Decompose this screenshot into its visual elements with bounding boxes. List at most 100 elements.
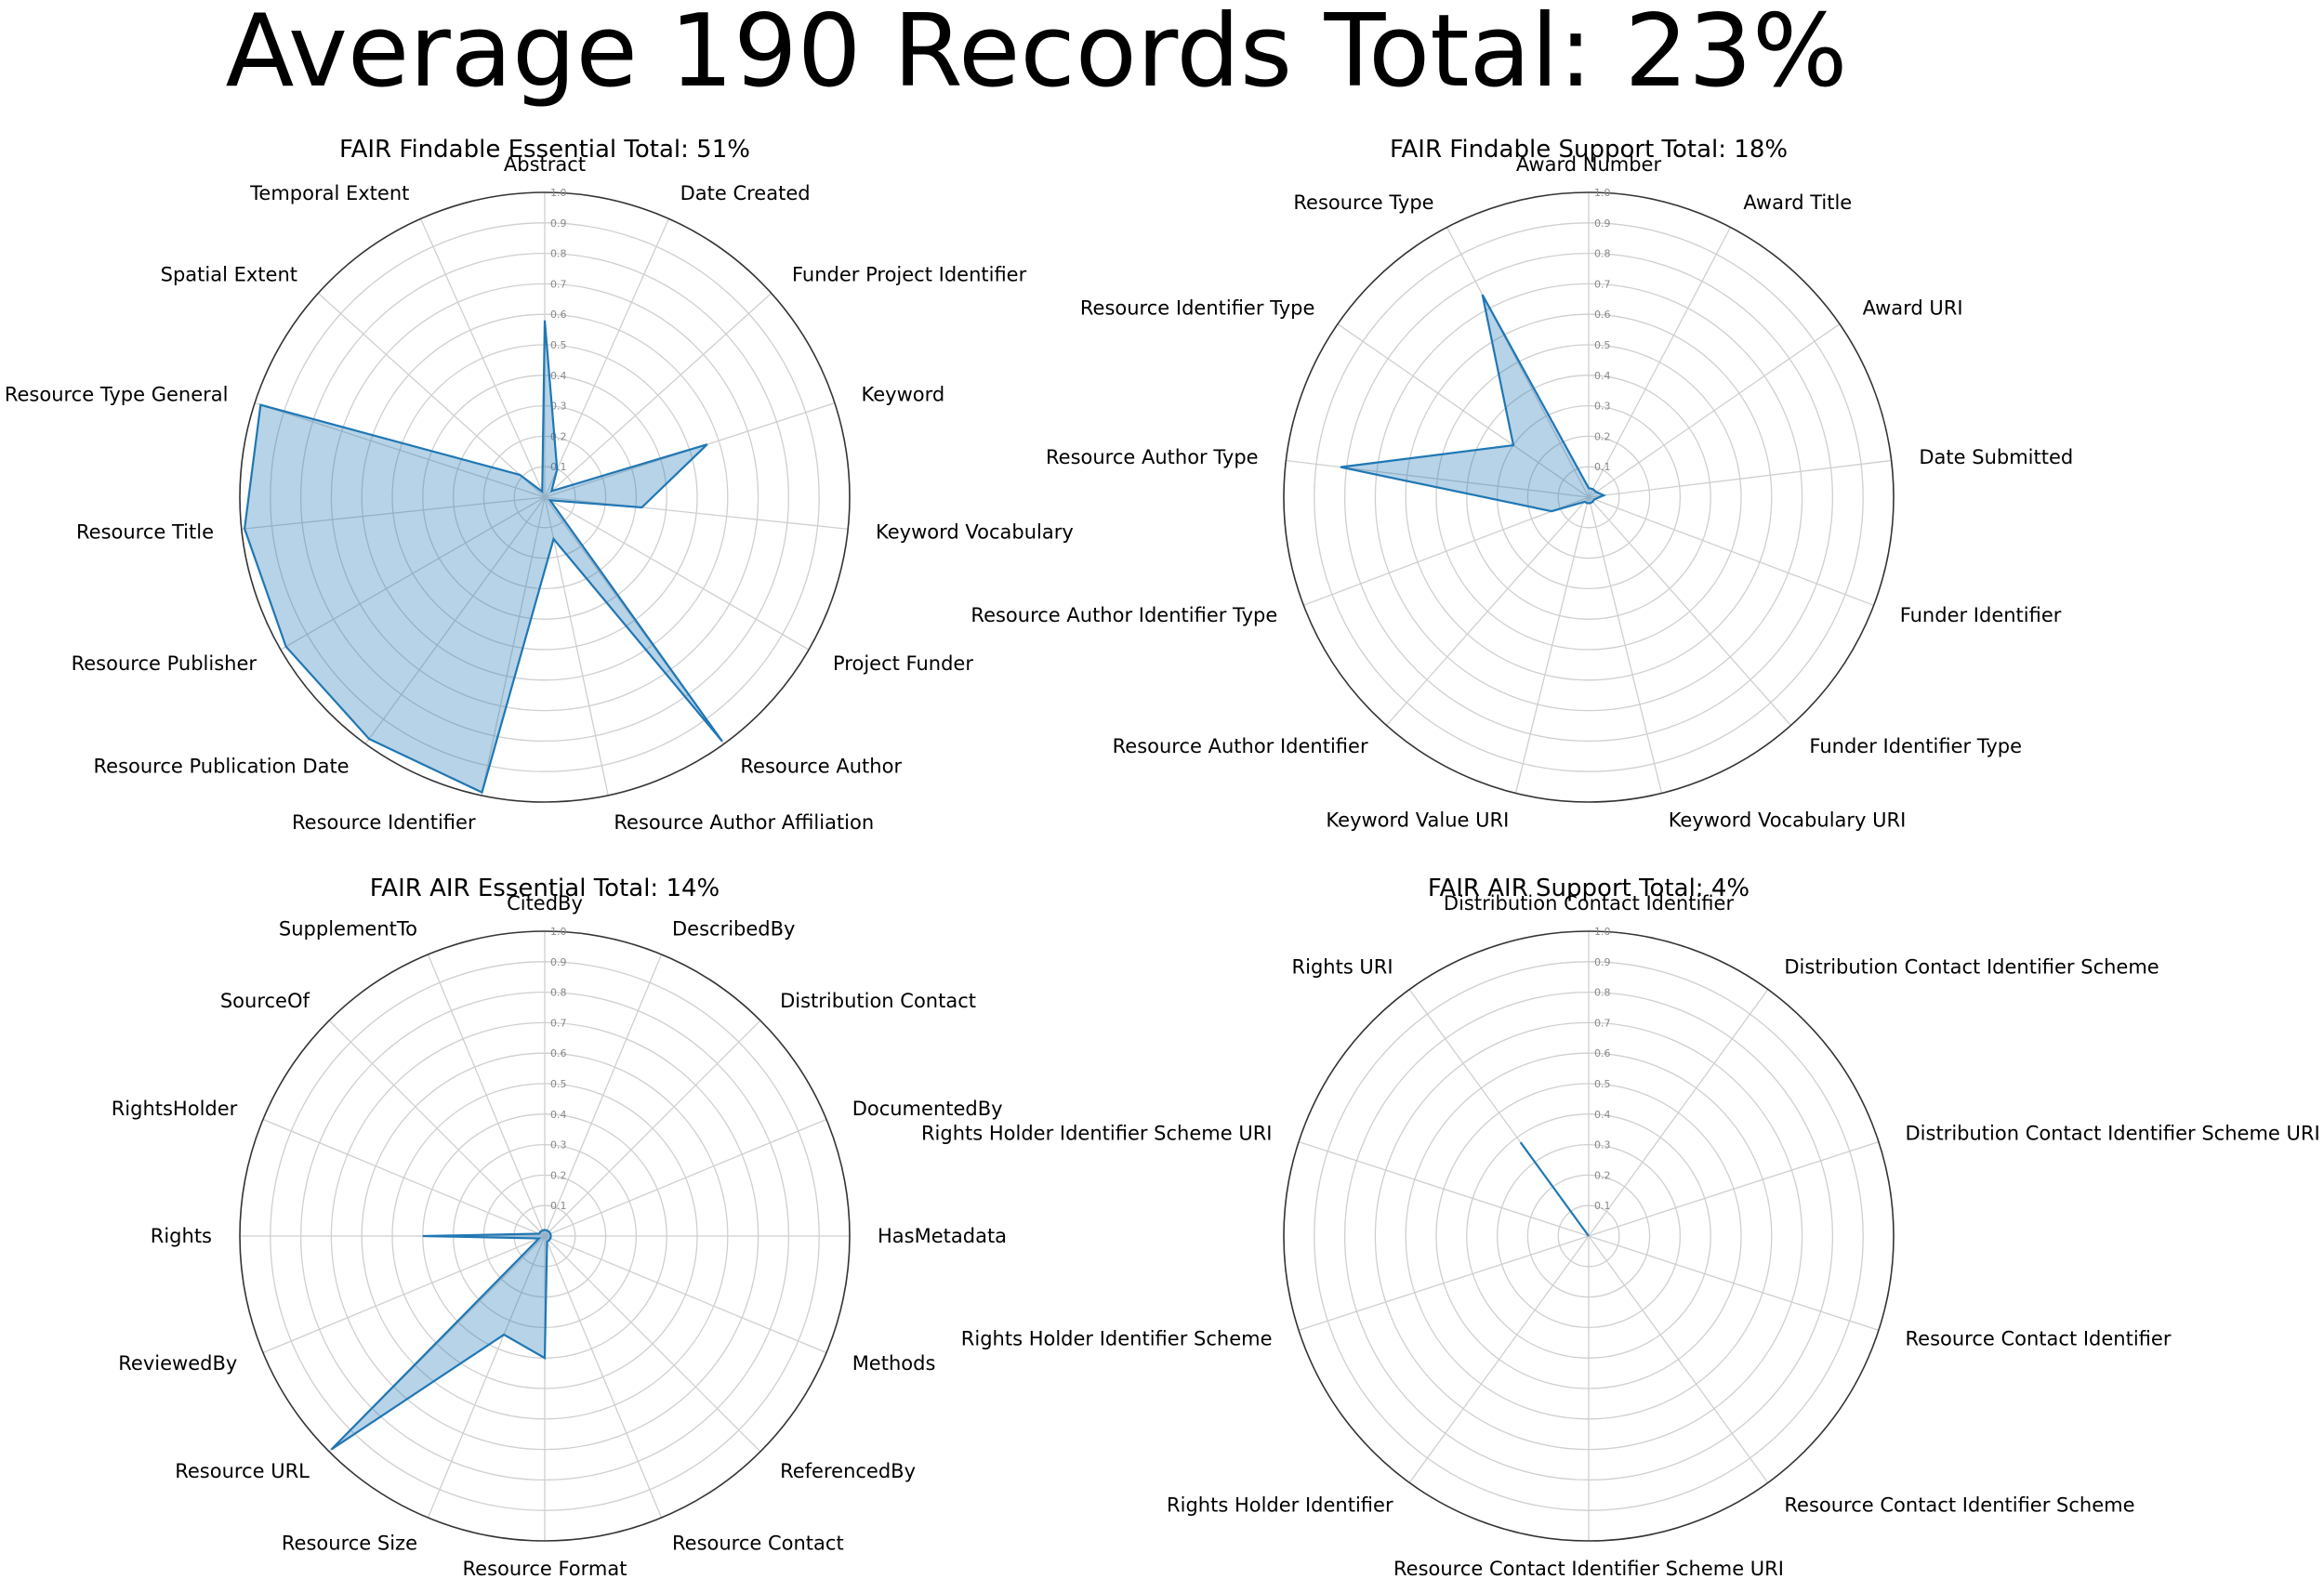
- category-label: Distribution Contact Identifier Scheme U…: [1906, 1122, 2320, 1144]
- spoke-line: [328, 1020, 546, 1237]
- frame-circle: [1283, 191, 1895, 803]
- category-label: Resource Contact: [672, 1533, 844, 1555]
- spoke-line: [1298, 1141, 1590, 1237]
- spoke-line: [1408, 1235, 1590, 1483]
- category-label: Spatial Extent: [161, 264, 297, 286]
- r-tick-label: 0.6: [1594, 1047, 1611, 1059]
- r-tick-label: 0.3: [550, 1139, 567, 1151]
- series-polygon: [243, 320, 723, 795]
- r-tick-label: 0.9: [550, 956, 567, 968]
- r-tick-label: 0.1: [550, 461, 567, 473]
- r-tick-label: 0.4: [1594, 1109, 1611, 1121]
- r-tick-label: 0.7: [550, 1017, 567, 1029]
- r-tick-label: 0.7: [550, 278, 567, 290]
- spoke-line: [1588, 1141, 1880, 1237]
- category-label: DocumentedBy: [852, 1098, 1003, 1120]
- spoke-line: [544, 1235, 663, 1519]
- category-label: Resource Size: [282, 1533, 417, 1555]
- spoke-line: [427, 954, 546, 1237]
- spoke-line: [1386, 496, 1590, 726]
- category-label: Resource Title: [76, 520, 214, 543]
- r-tick-label: 0.5: [1594, 1078, 1611, 1090]
- frame-circle: [239, 930, 851, 1542]
- r-tick-label: 0.5: [550, 1078, 567, 1090]
- radar-chart-4: 0.1 0.2 0.3 0.4 0.5 0.6 0.7 0.8 0.9 1.0 Distributi…: [921, 875, 2320, 1579]
- category-label: Award Title: [1743, 191, 1852, 214]
- category-label: Resource Author Type: [1046, 446, 1259, 468]
- category-label: Keyword: [862, 383, 945, 405]
- r-tick-label: 0.7: [1594, 278, 1611, 290]
- category-label: Methods: [852, 1352, 936, 1375]
- category-label: Resource Identifier Type: [1080, 297, 1315, 320]
- r-tick-label: 1.0: [1594, 187, 1611, 199]
- spoke-line: [1588, 459, 1892, 498]
- spoke-line: [1446, 227, 1590, 498]
- category-label: Funder Identifier Type: [1809, 735, 2022, 757]
- spoke-line: [544, 496, 810, 651]
- spoke-line: [262, 1118, 546, 1237]
- category-label: Resource Identifier: [292, 811, 476, 834]
- spoke-line: [544, 954, 663, 1237]
- category-label: Rights URI: [1292, 955, 1393, 978]
- category-label: Funder Project Identifier: [792, 264, 1027, 286]
- r-tick-label: 0.1: [1594, 461, 1611, 473]
- category-label: Rights: [151, 1225, 212, 1247]
- frame-circle: [239, 191, 851, 803]
- r-tick-label: 0.7: [1594, 1017, 1611, 1029]
- spoke-line: [419, 218, 546, 498]
- r-tick-label: 0.4: [550, 370, 567, 382]
- category-label: Resource Type: [1293, 191, 1433, 214]
- category-label: Resource URL: [175, 1460, 310, 1482]
- r-tick-label: 0.6: [1594, 309, 1611, 321]
- spoke-line: [1588, 1235, 1880, 1331]
- r-tick-label: 0.1: [550, 1200, 567, 1212]
- spoke-line: [317, 293, 546, 498]
- spoke-line: [1303, 496, 1590, 606]
- spoke-line: [427, 1235, 546, 1519]
- category-label: Keyword Vocabulary URI: [1669, 809, 1907, 832]
- category-label: ReviewedBy: [118, 1352, 237, 1375]
- category-label: SourceOf: [220, 990, 310, 1012]
- spoke-line: [280, 496, 546, 651]
- r-tick-label: 0.9: [1594, 217, 1611, 230]
- r-tick-label: 0.2: [550, 1169, 567, 1181]
- category-label: Rights Holder Identifier Scheme URI: [921, 1122, 1273, 1144]
- radar-chart-3: 0.1 0.2 0.3 0.4 0.5 0.6 0.7 0.8 0.9 1.0 CitedBy Des…: [112, 875, 1007, 1579]
- spoke-line: [364, 496, 546, 744]
- r-tick-label: 1.0: [550, 187, 567, 199]
- category-label: Resource Type General: [5, 383, 229, 405]
- r-tick-label: 0.6: [550, 309, 567, 321]
- series-polygon: [1340, 294, 1607, 513]
- category-label: Award URI: [1863, 297, 1963, 320]
- chart-title: FAIR Findable Support Total: 18%: [1390, 136, 1788, 164]
- radar-chart-2: 0.1 0.2 0.3 0.4 0.5 0.6 0.7 0.8 0.9 1.0 Award Numb…: [971, 136, 2073, 832]
- category-label: Resource Contact Identifier Scheme URI: [1393, 1558, 1784, 1579]
- category-label: Rights Holder Identifier: [1167, 1494, 1393, 1517]
- category-label: Distribution Contact: [780, 990, 976, 1012]
- category-label: Rights Holder Identifier Scheme: [961, 1328, 1273, 1350]
- spoke-line: [1337, 323, 1590, 498]
- chart-title: FAIR Findable Essential Total: 51%: [339, 136, 750, 164]
- spoke-line: [544, 1118, 827, 1237]
- category-label: Date Created: [680, 182, 811, 204]
- spoke-line: [544, 1235, 827, 1354]
- spoke-line: [241, 496, 546, 530]
- r-tick-label: 0.8: [1594, 248, 1611, 260]
- spoke-line: [544, 218, 670, 498]
- category-label: ReferencedBy: [780, 1460, 916, 1482]
- spoke-line: [1588, 227, 1732, 498]
- r-tick-label: 0.8: [550, 248, 567, 260]
- r-tick-label: 0.1: [1594, 1200, 1611, 1212]
- r-tick-label: 0.4: [550, 1109, 567, 1121]
- r-tick-label: 0.2: [1594, 1169, 1611, 1181]
- category-label: Resource Contact Identifier: [1906, 1328, 2172, 1350]
- category-label: HasMetadata: [878, 1225, 1007, 1247]
- r-tick-label: 0.5: [550, 339, 567, 351]
- chart-title: FAIR AIR Essential Total: 14%: [370, 875, 720, 902]
- r-tick-label: 0.3: [1594, 401, 1611, 413]
- r-tick-label: 0.3: [550, 401, 567, 413]
- category-label: Abstract: [504, 153, 586, 176]
- frame-circle: [1283, 930, 1895, 1542]
- category-label: Resource Author: [740, 756, 902, 778]
- radar-chart-1: 0.10.20.30.40.50.60.70.80.91.0AbstractDa…: [5, 136, 1074, 834]
